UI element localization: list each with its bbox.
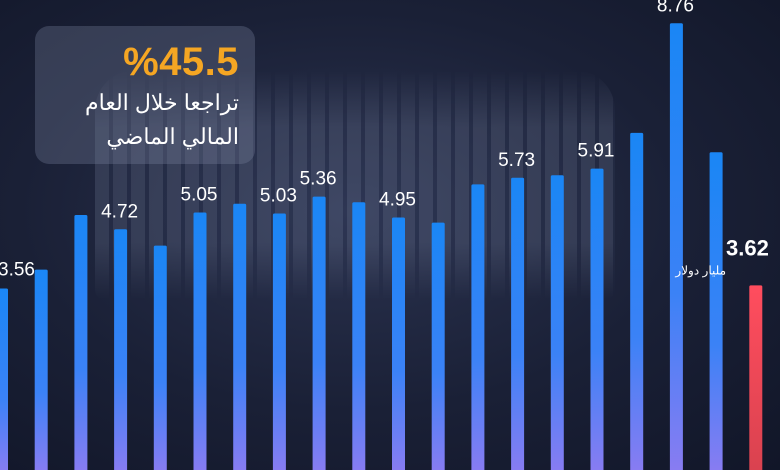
bar [392, 217, 405, 470]
highlight-value-label: 3.62 [726, 235, 769, 260]
bar [471, 184, 485, 470]
bar-value-label: 5.05 [181, 184, 218, 205]
decline-caption-line-1: تراجعا خلال العام [85, 90, 239, 115]
bar [193, 212, 207, 470]
bar [352, 202, 366, 470]
bar [233, 203, 247, 470]
decline-caption-line-2: المالي الماضي [106, 124, 239, 149]
bar-highlight [749, 285, 763, 470]
bar [272, 213, 286, 470]
bar [550, 175, 564, 470]
bar [590, 168, 604, 470]
bars-layer [0, 23, 763, 470]
bar [669, 23, 683, 470]
bar-value-label: 8.76 [657, 0, 694, 16]
decline-percentage: %45.5 [123, 40, 239, 84]
bar [153, 245, 167, 470]
bar [312, 196, 326, 470]
bar [431, 222, 445, 470]
value-labels-layer: 3.56 4.72 5.05 5.035.36 4.95 5.73 5.91 8.76 3.62… [0, 0, 769, 280]
bar-value-label: 5.36 [300, 169, 337, 190]
bar-value-label: 5.03 [260, 185, 297, 206]
bar [709, 152, 723, 470]
bar-value-label: 4.95 [379, 190, 416, 211]
bar-value-label: 4.72 [101, 201, 138, 222]
bar [630, 132, 644, 470]
bar [74, 215, 88, 470]
bar [0, 288, 8, 470]
highlight-unit-label: مليار دولار [674, 263, 726, 277]
bar-value-label: 5.73 [498, 150, 535, 171]
bar-value-label: 5.91 [578, 141, 615, 162]
decline-info-box: %45.5 تراجعا خلال العام المالي الماضي [35, 26, 255, 164]
bar [114, 229, 128, 470]
bar [511, 177, 525, 470]
bar [34, 269, 48, 470]
bar-value-label: 3.56 [0, 259, 35, 280]
